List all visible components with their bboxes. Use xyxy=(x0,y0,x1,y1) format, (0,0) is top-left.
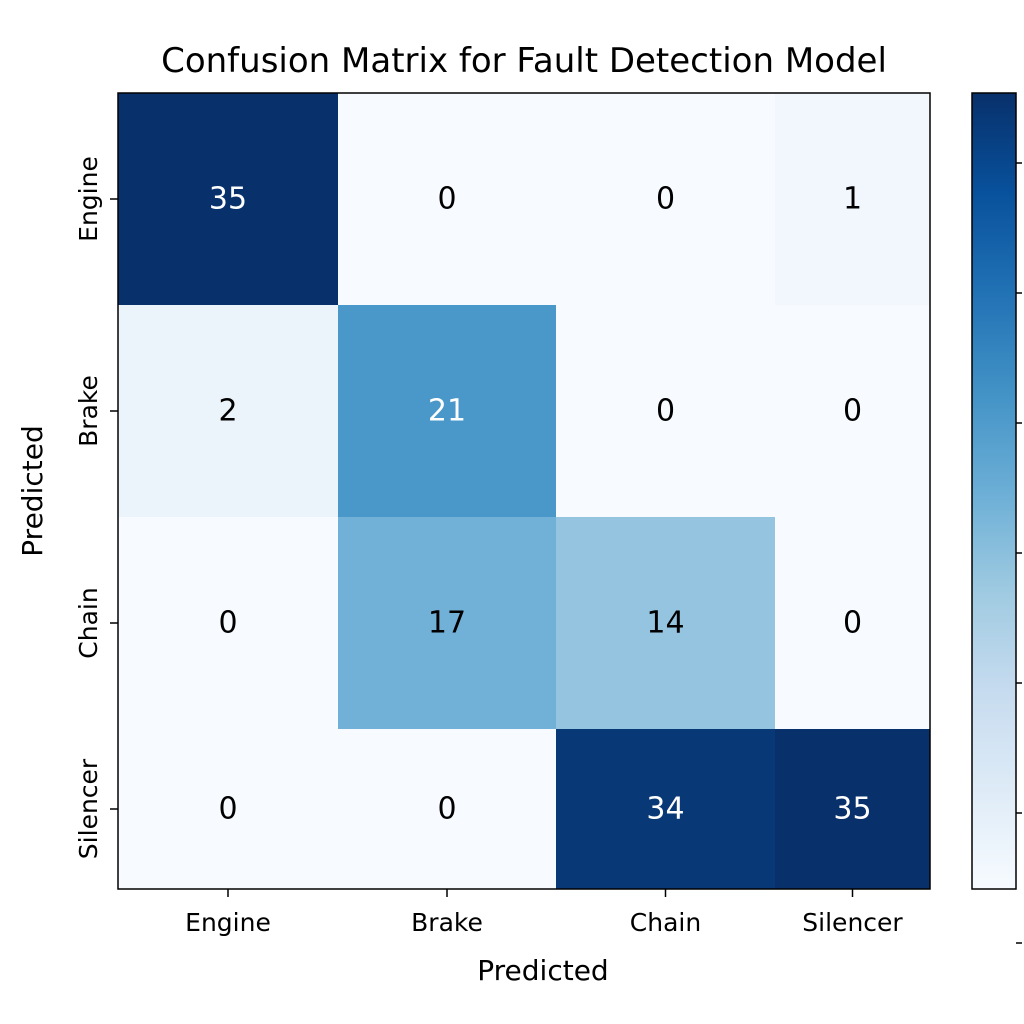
x-tick-label: Chain xyxy=(630,908,701,937)
heatmap-cell xyxy=(338,517,556,729)
chart-title: Confusion Matrix for Fault Detection Mod… xyxy=(161,41,887,81)
y-tick-label: Engine xyxy=(74,156,103,242)
heatmap-cell xyxy=(338,305,556,517)
colorbar-ticks xyxy=(1016,162,1022,944)
heatmap-cell xyxy=(118,305,338,517)
cell-value-label: 0 xyxy=(437,182,456,217)
heatmap-cell xyxy=(775,305,930,517)
cell-value-label: 0 xyxy=(437,792,456,827)
heatmap-cell-labels: 35 0 0 1 2 21 0 0 0 17 14 0 0 0 34 35 xyxy=(209,182,872,827)
cell-value-label: 35 xyxy=(833,792,871,827)
heatmap-cell xyxy=(338,729,556,889)
cell-value-label: 0 xyxy=(218,606,237,641)
plot-frame xyxy=(117,92,931,890)
y-axis-ticks: Engine Brake Chain Silencer xyxy=(74,156,118,859)
heatmap-cell xyxy=(118,729,338,889)
heatmap-cell xyxy=(775,729,930,889)
y-tick-label: Brake xyxy=(74,375,103,447)
heatmap-cell xyxy=(118,517,338,729)
cell-value-label: 17 xyxy=(428,606,466,641)
x-tick-label: Brake xyxy=(411,908,483,937)
x-axis-ticks: Engine Brake Chain Silencer xyxy=(185,889,903,937)
heatmap-cells xyxy=(118,93,930,889)
y-axis-label: Predicted xyxy=(16,425,49,556)
heatmap-cell xyxy=(556,729,775,889)
x-axis-label: Predicted xyxy=(477,954,608,987)
heatmap-cell xyxy=(338,93,556,305)
heatmap-cell xyxy=(775,517,930,729)
heatmap-cell xyxy=(118,93,338,305)
heatmap-cell xyxy=(556,305,775,517)
colorbar xyxy=(971,92,1017,890)
cell-value-label: 21 xyxy=(428,394,466,429)
cell-value-label: 34 xyxy=(646,792,684,827)
heatmap-cell xyxy=(775,93,930,305)
cell-value-label: 1 xyxy=(843,182,862,217)
cell-value-label: 0 xyxy=(843,394,862,429)
cell-value-label: 0 xyxy=(656,394,675,429)
cell-value-label: 0 xyxy=(843,606,862,641)
heatmap-cell xyxy=(556,93,775,305)
heatmap-cell xyxy=(556,517,775,729)
y-tick-label: Silencer xyxy=(74,758,103,859)
cell-value-label: 2 xyxy=(218,394,237,429)
cell-value-label: 0 xyxy=(656,182,675,217)
cell-value-label: 35 xyxy=(209,182,247,217)
x-tick-label: Engine xyxy=(185,908,271,937)
cell-value-label: 0 xyxy=(218,792,237,827)
y-tick-label: Chain xyxy=(74,587,103,658)
cell-value-label: 14 xyxy=(646,606,684,641)
x-tick-label: Silencer xyxy=(802,908,903,937)
